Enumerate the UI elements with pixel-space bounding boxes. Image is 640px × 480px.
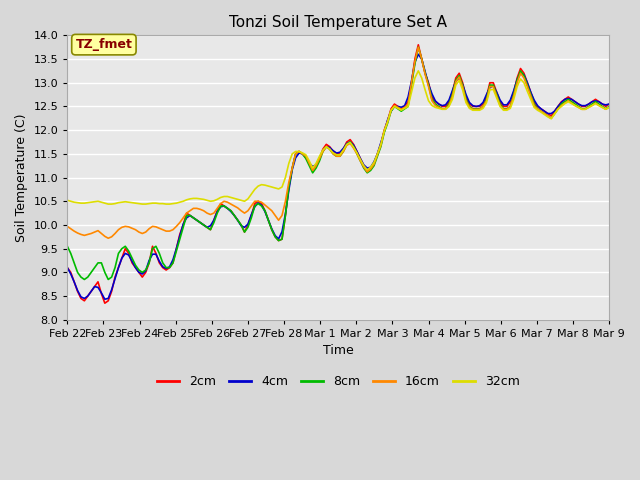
Y-axis label: Soil Temperature (C): Soil Temperature (C) — [15, 113, 28, 242]
Title: Tonzi Soil Temperature Set A: Tonzi Soil Temperature Set A — [229, 15, 447, 30]
Text: TZ_fmet: TZ_fmet — [76, 38, 132, 51]
Legend: 2cm, 4cm, 8cm, 16cm, 32cm: 2cm, 4cm, 8cm, 16cm, 32cm — [152, 370, 525, 393]
X-axis label: Time: Time — [323, 344, 354, 357]
